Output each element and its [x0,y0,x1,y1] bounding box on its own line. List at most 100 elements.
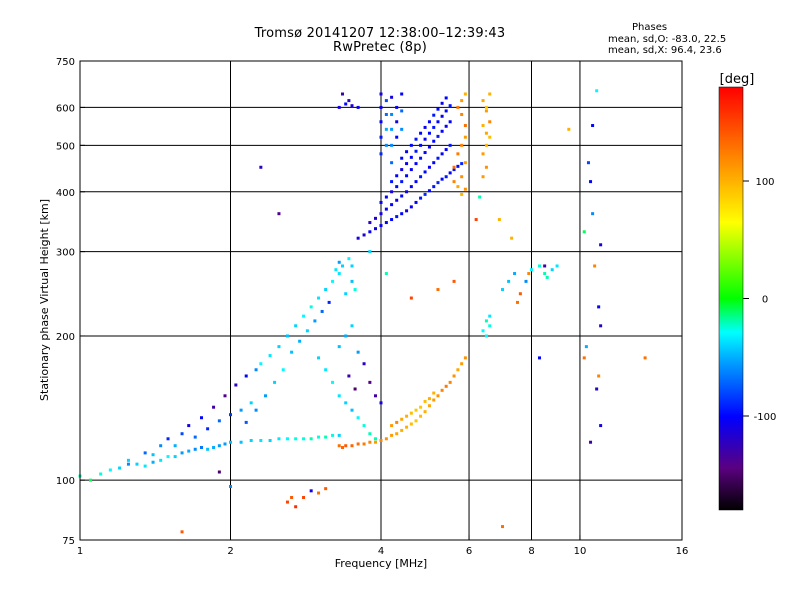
data-point [488,314,492,318]
data-point [285,437,289,441]
phase-stats-x: mean, sd,X: 96.4, 23.6 [608,45,722,56]
data-point [456,185,460,189]
data-point [460,162,464,166]
data-point [193,435,197,439]
chart-title: Tromsø 20141207 12:38:00–12:39:43 [254,26,506,41]
data-point [180,530,184,534]
data-point [390,218,394,222]
data-point [582,230,586,234]
data-point [432,125,436,129]
data-point [400,92,404,96]
data-point [452,165,456,169]
data-point [474,218,478,222]
data-point [423,137,427,141]
data-point [405,150,409,154]
data-point [229,484,232,488]
y-tick-label: 200 [56,332,75,343]
data-point [488,120,492,124]
y-tick-label: 100 [56,476,75,487]
x-tick-label: 1 [77,546,83,557]
data-point [135,462,139,466]
data-point [212,445,216,449]
data-point [277,212,281,216]
data-point [374,216,378,220]
data-point [368,380,372,384]
data-point [302,495,306,499]
data-point [234,383,238,387]
data-point [507,279,511,283]
data-point [545,275,549,279]
data-point [187,449,191,453]
data-point [589,440,593,444]
data-point [400,417,404,421]
data-point [481,175,485,179]
data-point [460,143,464,147]
data-point [390,95,394,99]
data-point [347,99,351,103]
data-point [400,109,404,113]
data-point [409,143,413,147]
data-point [423,170,427,174]
data-point [317,296,321,300]
data-point [390,190,394,194]
data-point [337,272,341,276]
data-point [379,120,383,124]
data-point [484,334,488,338]
data-point [390,127,394,131]
data-point [344,102,348,106]
data-point [515,300,519,304]
data-points [78,89,647,534]
data-point [436,156,440,160]
data-point [513,272,517,276]
data-point [390,112,394,116]
data-point [374,437,378,441]
data-point [423,192,427,196]
data-point [395,174,399,178]
data-point [143,451,147,455]
data-point [400,168,404,172]
data-point [309,305,313,309]
data-point [440,177,444,181]
x-tick-label: 6 [466,546,472,557]
data-point [273,380,277,384]
data-point [599,324,603,328]
data-point [200,445,204,449]
data-point [212,405,216,409]
data-point [409,155,413,159]
data-point [395,135,399,139]
data-point [173,444,177,448]
data-point [277,345,281,349]
data-point [456,105,460,109]
data-point [384,195,388,199]
y-tick-label: 75 [62,536,75,547]
data-point [379,92,383,96]
data-point [427,165,431,169]
data-point [368,250,372,254]
data-point [331,279,335,283]
data-point [337,433,341,437]
data-point [484,165,488,169]
colorbar [718,86,744,511]
data-point [584,345,588,349]
data-point [356,442,360,446]
data-point [567,127,571,131]
data-point [390,180,394,184]
data-point [249,401,253,405]
colorbar-ticks: 100 0 -100 [743,177,776,423]
data-point [126,458,130,462]
data-point [440,152,444,156]
data-point [405,425,409,429]
data-point [427,397,431,401]
data-point [414,149,418,153]
data-point [384,112,388,116]
data-point [436,181,440,185]
data-point [309,437,313,441]
data-point [395,432,399,436]
data-point [436,107,440,111]
data-point [440,101,444,105]
data-point [384,143,388,147]
data-point [126,462,130,466]
data-point [200,416,204,420]
data-point [254,408,258,412]
